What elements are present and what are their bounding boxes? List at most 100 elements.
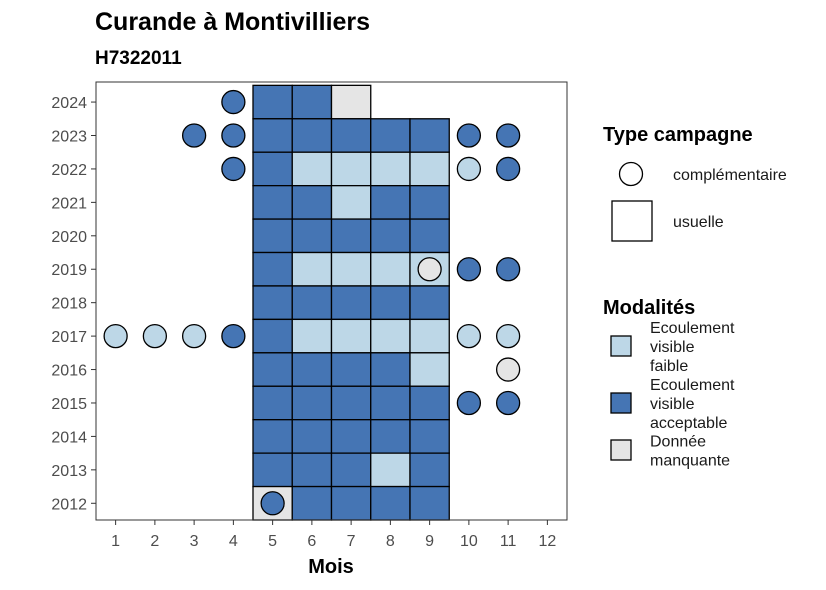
tile bbox=[291, 251, 333, 287]
tile bbox=[370, 485, 411, 521]
tile bbox=[252, 318, 293, 354]
legend-label-manquante: Donnée bbox=[650, 434, 706, 451]
tile bbox=[409, 285, 450, 321]
legend-label-complementaire: complémentaire bbox=[673, 167, 787, 184]
point bbox=[495, 390, 521, 416]
tile bbox=[409, 184, 450, 220]
x-tick-label: 2 bbox=[150, 533, 159, 550]
y-tick-label: 2018 bbox=[51, 296, 87, 313]
tile bbox=[291, 151, 333, 187]
point bbox=[456, 257, 482, 282]
tile bbox=[370, 452, 411, 488]
x-tick-label: 7 bbox=[347, 533, 356, 550]
point bbox=[456, 156, 482, 182]
tile bbox=[252, 184, 293, 220]
chart-title: Curande à Montivilliers bbox=[95, 8, 370, 36]
y-tick-label: 2017 bbox=[51, 329, 87, 346]
point bbox=[103, 323, 128, 349]
tile bbox=[370, 419, 411, 454]
tile bbox=[409, 218, 450, 254]
y-tick-label: 2020 bbox=[51, 229, 87, 246]
legend-key-faible bbox=[610, 335, 632, 357]
legend-key-acceptable bbox=[610, 392, 632, 414]
tile bbox=[330, 419, 372, 454]
legend-label-faible: visible bbox=[650, 339, 695, 356]
y-tick-label: 2012 bbox=[51, 496, 87, 513]
legend-label-acceptable: visible bbox=[650, 396, 695, 413]
tile bbox=[370, 352, 411, 387]
tile bbox=[330, 485, 372, 521]
legend-label-manquante: manquante bbox=[650, 453, 730, 470]
legend-key-complementaire bbox=[618, 161, 644, 187]
tile bbox=[291, 452, 333, 488]
tile bbox=[330, 251, 372, 287]
legend-label-acceptable: Ecoulement bbox=[650, 377, 735, 394]
point bbox=[221, 89, 246, 115]
tile bbox=[409, 318, 450, 354]
y-tick-label: 2024 bbox=[51, 95, 87, 112]
legend-title-type: Type campagne bbox=[603, 124, 753, 146]
point bbox=[456, 323, 482, 349]
tile bbox=[409, 151, 450, 187]
tile bbox=[291, 352, 333, 387]
x-axis-title: Mois bbox=[308, 556, 354, 578]
x-tick-label: 1 bbox=[111, 533, 120, 550]
tile bbox=[370, 285, 411, 321]
legend-title-modalites: Modalités bbox=[603, 297, 695, 319]
tile bbox=[252, 218, 293, 254]
tile bbox=[409, 419, 450, 454]
tile bbox=[330, 218, 372, 254]
tile bbox=[409, 452, 450, 488]
tile bbox=[330, 385, 372, 421]
tile bbox=[330, 452, 372, 488]
y-tick-label: 2016 bbox=[51, 363, 87, 380]
tile bbox=[370, 151, 411, 187]
tile bbox=[330, 318, 372, 354]
tile bbox=[252, 452, 293, 488]
point bbox=[181, 323, 207, 349]
tile bbox=[370, 184, 411, 220]
y-tick-label: 2023 bbox=[51, 128, 87, 145]
y-tick-label: 2019 bbox=[51, 262, 87, 279]
plot-area: 1 2 3 4 5 6 7 8 9 10 11 122012201320142015201620172… bbox=[51, 81, 568, 550]
point bbox=[495, 123, 521, 148]
tile bbox=[330, 352, 372, 387]
point bbox=[221, 156, 246, 182]
point bbox=[456, 390, 482, 416]
x-tick-label: 5 bbox=[268, 533, 277, 550]
legend-key-manquante bbox=[610, 439, 632, 461]
tile bbox=[252, 352, 293, 387]
y-tick-label: 2013 bbox=[51, 463, 87, 480]
point bbox=[142, 323, 168, 349]
point bbox=[221, 123, 246, 148]
y-tick-label: 2021 bbox=[51, 195, 87, 212]
tile bbox=[330, 151, 372, 187]
tile bbox=[370, 318, 411, 354]
point bbox=[417, 257, 442, 282]
point bbox=[456, 123, 482, 148]
x-tick-label: 6 bbox=[307, 533, 316, 550]
legend-label-faible: faible bbox=[650, 358, 688, 375]
x-tick-label: 11 bbox=[500, 533, 517, 550]
tile bbox=[252, 385, 293, 421]
tile bbox=[291, 318, 333, 354]
tile bbox=[291, 184, 333, 220]
tile bbox=[330, 184, 372, 220]
tile bbox=[330, 84, 372, 120]
legend-label-usuelle: usuelle bbox=[673, 214, 724, 231]
x-tick-label: 8 bbox=[386, 533, 395, 550]
tile bbox=[252, 151, 293, 187]
y-tick-label: 2015 bbox=[51, 396, 87, 413]
point bbox=[495, 357, 521, 382]
tile bbox=[252, 84, 293, 120]
point bbox=[260, 491, 285, 516]
tile bbox=[409, 485, 450, 521]
point bbox=[181, 123, 207, 148]
x-tick-label: 3 bbox=[190, 533, 199, 550]
point bbox=[495, 257, 521, 282]
tile bbox=[252, 419, 293, 454]
y-tick-label: 2022 bbox=[51, 162, 87, 179]
y-tick-label: 2014 bbox=[51, 429, 87, 446]
chart-subtitle: H7322011 bbox=[95, 48, 182, 69]
